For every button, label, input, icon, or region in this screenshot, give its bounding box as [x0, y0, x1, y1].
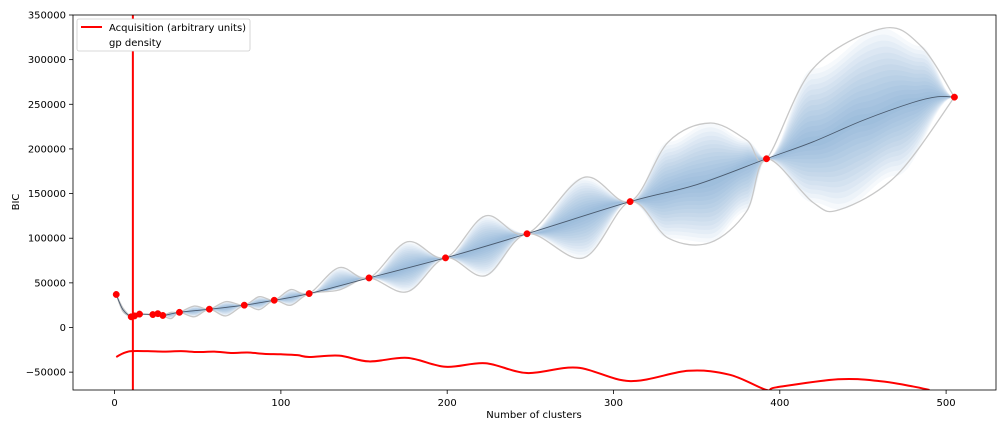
x-tick-label-400: 400: [770, 398, 789, 409]
observation-point-16: [763, 155, 770, 163]
y-tick-label-0: 0: [60, 323, 66, 334]
x-tick-label-100: 100: [271, 398, 290, 409]
observation-point-9: [240, 301, 248, 309]
observation-points: [112, 93, 958, 321]
density-band-6: [116, 64, 955, 317]
observation-point-11: [305, 290, 313, 298]
density-band-13: [116, 94, 955, 317]
observation-point-15: [626, 198, 634, 206]
y-tick-label-150000: 150000: [28, 189, 66, 200]
density-band-7: [116, 70, 955, 317]
y-tick-label-50000: 50000: [34, 278, 66, 289]
legend-box: [76, 18, 251, 52]
observation-point-6: [159, 311, 167, 319]
observation-point-0: [112, 291, 120, 298]
density-band-9: [116, 80, 955, 317]
density-band-3: [116, 46, 955, 318]
legend-gp-density-label: gp density: [109, 38, 162, 49]
density-band-12: [116, 91, 955, 317]
y-axis-ticks: −50000 0 50000 100000 150000 200000 250000 3000…: [26, 11, 73, 379]
y-tick-label-350000: 350000: [28, 11, 66, 22]
acquisition-line: [115, 349, 930, 390]
y-axis-label: BIC: [11, 194, 22, 211]
x-tick-label-0: 0: [111, 398, 117, 409]
density-band-4: [116, 52, 955, 318]
density-band-5: [116, 58, 955, 317]
density-band-1: [116, 34, 955, 318]
x-axis-ticks: 0 100 200 300 400 500: [111, 390, 956, 409]
y-tick-label-100000: 100000: [28, 234, 66, 245]
x-tick-label-300: 300: [604, 398, 623, 409]
observation-point-8: [205, 305, 213, 313]
acquisition-series: [115, 349, 930, 390]
observation-point-12: [365, 274, 373, 282]
y-tick-label-200000: 200000: [28, 144, 66, 155]
density-band-11: [116, 88, 955, 317]
y-tick-label--50000: −50000: [26, 368, 66, 379]
observation-point-3: [136, 310, 143, 318]
observation-point-14: [523, 230, 531, 238]
y-tick-label-300000: 300000: [28, 55, 66, 66]
legend: Acquisition (arbitrary units) gp density: [76, 18, 251, 52]
y-tick-label-250000: 250000: [28, 100, 66, 111]
observation-point-10: [270, 296, 278, 304]
observation-point-17: [950, 93, 958, 101]
observation-point-7: [175, 308, 183, 316]
x-tick-label-200: 200: [438, 398, 457, 409]
gp-density-fill: [116, 28, 955, 319]
x-axis-label: Number of clusters: [486, 410, 581, 421]
observation-point-13: [442, 254, 449, 262]
plot-frame: [72, 14, 997, 391]
density-band-8: [116, 75, 955, 317]
density-band-2: [116, 40, 955, 318]
x-tick-label-500: 500: [937, 398, 956, 409]
density-band-10: [116, 84, 955, 317]
legend-acquisition-label: Acquisition (arbitrary units): [109, 23, 246, 34]
